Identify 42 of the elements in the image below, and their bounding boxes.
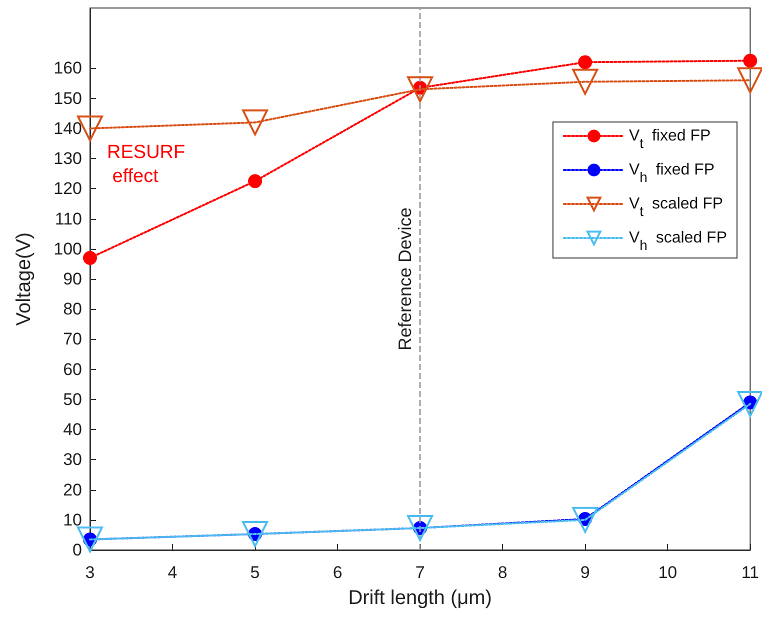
point xyxy=(743,54,758,68)
x-tick-label: 7 xyxy=(415,563,425,582)
y-tick-label: 160 xyxy=(54,58,82,78)
y-tick-label: 100 xyxy=(54,239,82,258)
y-tick-label: 10 xyxy=(63,510,82,530)
point xyxy=(578,55,592,70)
point xyxy=(83,250,97,265)
ref-line-label: Reference Device xyxy=(395,207,416,351)
y-tick-label: 110 xyxy=(54,209,82,228)
x-tick-label: 9 xyxy=(580,563,590,582)
point xyxy=(737,390,762,417)
y-tick-label: 140 xyxy=(54,118,82,138)
y-tick-label: 90 xyxy=(63,270,82,288)
x-tick-label: 8 xyxy=(498,563,508,582)
y-tick-label: 0 xyxy=(72,540,82,560)
x-tick-label: 6 xyxy=(332,563,342,582)
point xyxy=(248,174,262,188)
y-tick-label: 30 xyxy=(63,450,82,470)
point xyxy=(242,521,268,548)
annotation: RESURF effect xyxy=(107,142,186,187)
point xyxy=(407,515,434,542)
point xyxy=(572,506,598,533)
x-tick-label: 3 xyxy=(85,563,95,582)
y-tick-label: 120 xyxy=(54,179,82,198)
point xyxy=(407,76,434,102)
point xyxy=(737,67,762,94)
y-tick-label: 150 xyxy=(54,88,82,108)
x-tick-label: 5 xyxy=(250,563,260,582)
y-tick-label: 40 xyxy=(63,420,82,440)
x-tick-label: 10 xyxy=(658,563,678,582)
point xyxy=(242,109,268,136)
x-tick-label: 11 xyxy=(741,563,760,582)
y-tick-label: 20 xyxy=(63,480,82,500)
y-tick-label: 130 xyxy=(54,149,82,168)
y-tick-label: 60 xyxy=(63,360,82,379)
y-tick-label: 80 xyxy=(63,300,82,319)
point xyxy=(572,68,598,95)
x-axis-title: Drift length (μm) xyxy=(348,587,492,609)
y-axis-title: Voltage(V) xyxy=(13,232,35,326)
y-tick-label: 50 xyxy=(63,390,82,409)
x-tick-label: 4 xyxy=(168,563,178,582)
y-tick-label: 70 xyxy=(63,330,82,349)
